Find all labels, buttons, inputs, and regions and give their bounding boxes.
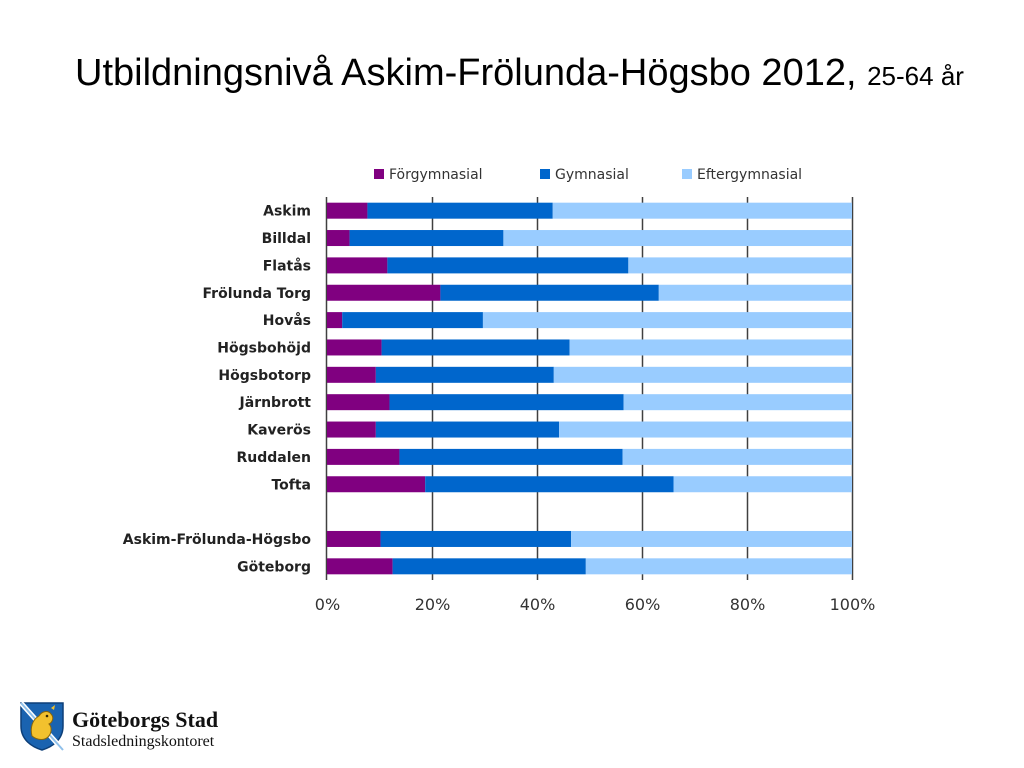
bar-segment-0 <box>327 448 400 465</box>
category-label: Hovås <box>263 312 311 329</box>
bar-segment-1 <box>375 366 554 383</box>
bar-segment-1 <box>342 312 483 329</box>
bar-segment-1 <box>380 530 572 547</box>
category-label: Göteborg <box>237 559 311 575</box>
bar-segment-1 <box>375 421 560 438</box>
legend-label: Gymnasial <box>555 167 629 183</box>
bar-segment-0 <box>327 257 388 274</box>
category-axis: Askim Billdal Flatås Frölunda Torg Hovås Högs… <box>123 204 312 576</box>
category-label: Askim <box>263 204 311 220</box>
goteborg-lion-logo-icon <box>19 701 65 752</box>
value-axis: 0% 20% 40% 60% 80% 100% <box>315 595 876 614</box>
category-label: Ruddalen <box>237 450 312 466</box>
bar-segment-2 <box>571 530 852 547</box>
bar-segment-0 <box>327 530 381 547</box>
category-label: Högsbotorp <box>218 368 311 384</box>
bar-segment-2 <box>622 448 852 465</box>
bar-segment-1 <box>389 394 624 411</box>
legend-swatch <box>540 169 550 179</box>
x-tick-label: 80% <box>730 595 766 614</box>
category-label: Frölunda Torg <box>203 286 312 302</box>
bar-segment-1 <box>399 448 623 465</box>
bar-segment-0 <box>327 339 382 356</box>
category-label: Kaverös <box>247 423 311 439</box>
bar-segment-1 <box>367 202 553 219</box>
page-title: Utbildningsnivå Askim-Frölunda-Högsbo 20… <box>75 52 964 95</box>
bar-segment-0 <box>327 394 390 411</box>
bar-segment-2 <box>553 366 852 383</box>
bar-segment-0 <box>327 202 368 219</box>
chart-bars <box>327 202 852 575</box>
bar-segment-2 <box>482 312 852 329</box>
bar-segment-2 <box>623 394 852 411</box>
bar-segment-1 <box>440 284 659 301</box>
bar-segment-2 <box>503 230 852 247</box>
chart-legend: Förgymnasial Gymnasial Eftergymnasial <box>374 167 802 183</box>
bar-segment-0 <box>327 421 376 438</box>
legend-label: Förgymnasial <box>389 167 483 183</box>
bar-segment-2 <box>658 284 852 301</box>
bar-segment-0 <box>327 284 441 301</box>
title-main: Utbildningsnivå Askim-Frölunda-Högsbo 20… <box>75 52 857 94</box>
title-subtitle: 25-64 år <box>867 61 964 91</box>
x-tick-label: 40% <box>520 595 556 614</box>
bar-segment-1 <box>425 476 674 493</box>
category-label: Högsbohöjd <box>217 340 311 356</box>
stacked-bar-chart: Förgymnasial Gymnasial Eftergymnasial Aski… <box>123 167 876 614</box>
department-name: Stadsledningskontoret <box>72 733 215 750</box>
bar-segment-1 <box>387 257 629 274</box>
x-tick-label: 60% <box>625 595 661 614</box>
organization-logo-text: Göteborgs Stad Stadsledningskontoret <box>72 708 218 752</box>
x-tick-label: 0% <box>315 595 340 614</box>
bar-segment-2 <box>552 202 852 219</box>
bar-segment-0 <box>327 476 426 493</box>
legend-swatch <box>682 169 692 179</box>
bar-segment-0 <box>327 312 343 329</box>
legend-label: Eftergymnasial <box>697 167 802 183</box>
x-tick-label: 20% <box>415 595 451 614</box>
chart-gridlines <box>325 197 854 580</box>
legend-swatch <box>374 169 384 179</box>
bar-segment-2 <box>585 558 852 575</box>
bar-segment-0 <box>327 230 350 247</box>
bar-segment-1 <box>349 230 504 247</box>
bar-segment-0 <box>327 366 376 383</box>
bar-segment-1 <box>392 558 586 575</box>
category-label: Askim-Frölunda-Högsbo <box>123 532 312 548</box>
bar-segment-2 <box>673 476 852 493</box>
x-tick-label: 100% <box>830 595 876 614</box>
category-label: Billdal <box>262 231 311 247</box>
bar-segment-2 <box>559 421 852 438</box>
category-label: Flatås <box>263 257 311 274</box>
bar-segment-2 <box>628 257 852 274</box>
organization-name: Göteborgs Stad <box>72 707 219 732</box>
category-label: Tofta <box>271 477 311 493</box>
bar-segment-0 <box>327 558 393 575</box>
bar-segment-2 <box>569 339 852 356</box>
bar-segment-1 <box>381 339 570 356</box>
category-label: Järnbrott <box>239 395 312 411</box>
